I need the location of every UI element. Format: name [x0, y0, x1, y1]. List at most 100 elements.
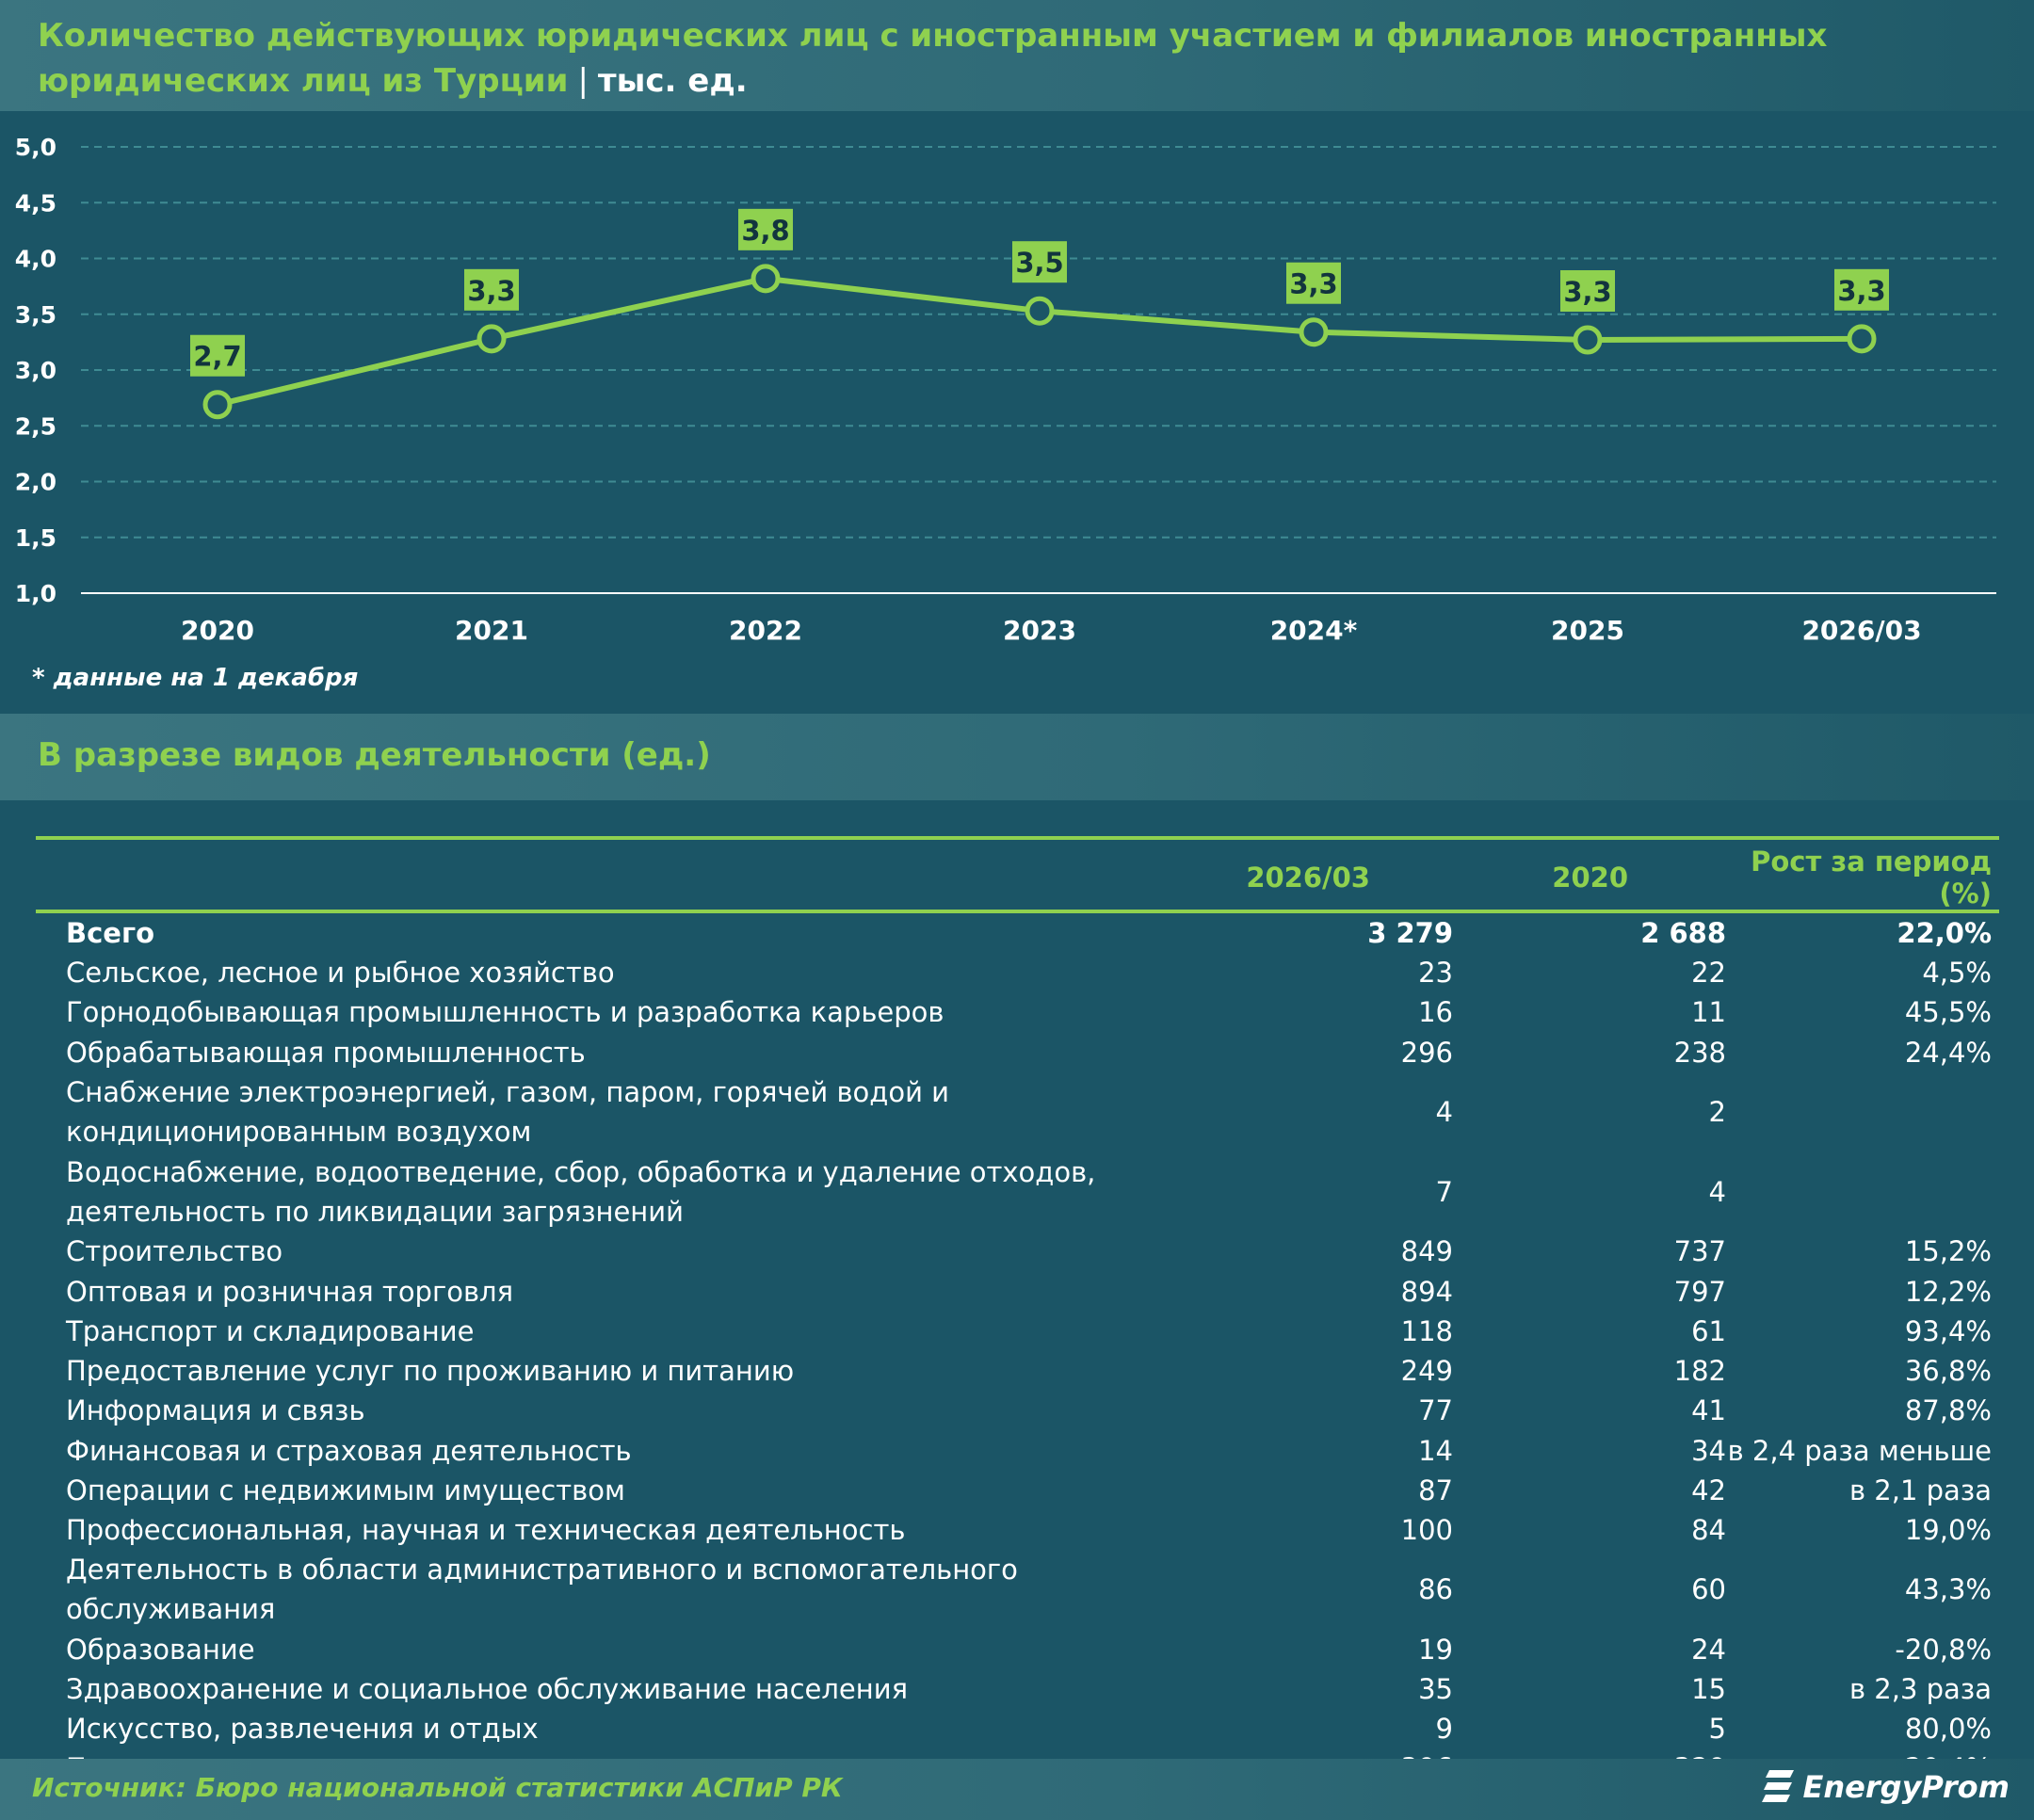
table-body: Всего 3 279 2 688 22,0% Сельское, лесное и р… [36, 911, 1999, 1789]
chart-title: Количество действующих юридических лиц с… [38, 17, 1828, 100]
value-2020-cell: 42 [1691, 1474, 1726, 1506]
value-2020-cell: 11 [1691, 996, 1726, 1029]
value-2020-cell: 22 [1691, 957, 1726, 990]
line-chart: 1,0 1,5 2,0 2,5 3,0 3,5 4,0 4,5 5,0 2020 2021 2022 2… [0, 111, 2034, 714]
data-label: 3,8 [741, 215, 789, 247]
table-row: Строительство 849 737 15,2% [36, 1232, 1999, 1271]
y-tick-label: 4,0 [15, 246, 56, 273]
data-label: 3,5 [1015, 247, 1063, 279]
growth-cell: 36,8% [1904, 1355, 1992, 1388]
x-tick-label: 2021 [455, 615, 528, 646]
energyprom-logo-icon [1761, 1770, 1794, 1802]
chart-unit: тыс. ед. [597, 62, 748, 100]
x-tick-label: 2023 [1003, 615, 1076, 646]
table-row: Образование 19 24 -20,8% [36, 1629, 1999, 1668]
line-chart-svg: 1,0 1,5 2,0 2,5 3,0 3,5 4,0 4,5 5,0 2020 2021 2022 2… [15, 134, 1996, 646]
table-header-row: 2026/03 2020 Рост за период (%) [36, 838, 1999, 911]
table-row: Снабжение электроэнергией, газом, паром,… [36, 1072, 1999, 1152]
value-2020-cell: 2 [1708, 1096, 1726, 1129]
value-2026-cell: 296 [1400, 1036, 1453, 1069]
activity-name-cell: Искусство, развлечения и отдых [66, 1713, 539, 1746]
y-tick-label: 1,5 [15, 524, 56, 552]
table-row: Сельское, лесное и рыбное хозяйство 23 22 4… [36, 953, 1999, 992]
growth-cell: 93,4% [1904, 1314, 1992, 1347]
x-tick-label: 2025 [1551, 615, 1624, 646]
brand-logo: EnergyProm [1761, 1768, 2010, 1806]
value-2026-cell: 14 [1418, 1434, 1453, 1467]
table-row: Обрабатывающая промышленность 296 238 24,4% [36, 1033, 1999, 1072]
activity-name-cell: Всего [66, 917, 155, 949]
data-label-box [1286, 262, 1341, 304]
table-row: Финансовая и страховая деятельность 14 34 в… [36, 1431, 1999, 1471]
activity-name-cell: Обрабатывающая промышленность [66, 1036, 586, 1069]
growth-cell [1726, 1152, 1999, 1232]
activity-name-cell: Деятельность в области административного… [66, 1554, 1018, 1626]
growth-cell: 22,0% [1897, 917, 1992, 949]
value-2020-cell: 60 [1691, 1573, 1726, 1606]
table-row-total: Всего 3 279 2 688 22,0% [36, 911, 1999, 953]
data-point [476, 324, 507, 354]
chart-footnote: * данные на 1 декабря [32, 664, 359, 692]
growth-cell: 24,4% [1904, 1036, 1992, 1069]
growth-cell: 87,8% [1904, 1394, 1992, 1427]
value-2026-cell: 23 [1418, 957, 1453, 990]
data-point [1847, 324, 1877, 354]
data-point [1573, 325, 1603, 355]
data-label: 3,3 [1563, 276, 1611, 308]
table-row: Горнодобывающая промышленность и разрабо… [36, 992, 1999, 1032]
activity-name-cell: Предоставление услуг по проживанию и пит… [66, 1355, 795, 1388]
value-2026-cell: 35 [1418, 1672, 1453, 1705]
growth-cell: 80,0% [1904, 1713, 1992, 1746]
source-note: Источник: Бюро национальной статистики А… [32, 1772, 843, 1803]
y-tick-label: 3,5 [15, 301, 56, 329]
table-row: Профессиональная, научная и техническая … [36, 1510, 1999, 1550]
value-2026-cell: 3 279 [1367, 917, 1453, 949]
value-2020-cell: 4 [1708, 1175, 1726, 1208]
table-row: Операции с недвижимым имуществом 87 42 в 2,… [36, 1471, 1999, 1510]
growth-cell: 15,2% [1904, 1235, 1992, 1268]
activity-table-container: 2026/03 2020 Рост за период (%) Всего 3 2… [36, 836, 1999, 1789]
table-row: Здравоохранение и социальное обслуживани… [36, 1669, 1999, 1709]
column-header-activity [36, 838, 1170, 911]
table-row: Транспорт и складирование 118 61 93,4% [36, 1312, 1999, 1351]
growth-cell: 4,5% [1922, 957, 1992, 990]
value-2026-cell: 849 [1400, 1235, 1453, 1268]
y-tick-label: 2,0 [15, 469, 56, 496]
growth-cell: в 2,4 раза меньше [1727, 1434, 1992, 1467]
data-point [1025, 296, 1055, 326]
value-2020-cell: 238 [1673, 1036, 1726, 1069]
section-title: В разрезе видов деятельности (ед.) [0, 714, 2034, 800]
growth-cell: в 2,1 раза [1848, 1474, 1992, 1506]
value-2020-cell: 41 [1691, 1394, 1726, 1427]
value-2020-cell: 15 [1691, 1672, 1726, 1705]
activity-name-cell: Операции с недвижимым имуществом [66, 1474, 625, 1506]
data-point [1299, 317, 1329, 347]
value-2026-cell: 118 [1400, 1314, 1453, 1347]
data-point [751, 264, 781, 294]
value-2026-cell: 86 [1418, 1573, 1453, 1606]
data-label-box [738, 208, 793, 250]
activity-name-cell: Сельское, лесное и рыбное хозяйство [66, 957, 615, 990]
value-2026-cell: 19 [1418, 1633, 1453, 1666]
table-row: Предоставление услуг по проживанию и пит… [36, 1351, 1999, 1391]
activity-name-cell: Транспорт и складирование [66, 1314, 475, 1347]
table-row: Оптовая и розничная торговля 894 797 12,2% [36, 1271, 1999, 1311]
column-header-growth: Рост за период (%) [1751, 846, 1992, 910]
y-tick-label: 5,0 [15, 134, 56, 161]
growth-cell [1726, 1072, 1999, 1152]
table-row: Водоснабжение, водоотведение, сбор, обра… [36, 1152, 1999, 1232]
value-2026-cell: 9 [1435, 1713, 1453, 1746]
data-label-box [1560, 270, 1615, 313]
x-tick-label: 2024* [1270, 615, 1358, 646]
y-tick-label: 4,5 [15, 189, 56, 217]
value-2026-cell: 4 [1435, 1096, 1453, 1129]
data-label: 3,3 [1837, 275, 1885, 307]
data-label: 2,7 [193, 341, 241, 373]
value-2026-cell: 249 [1400, 1355, 1453, 1388]
value-2020-cell: 5 [1708, 1713, 1726, 1746]
growth-cell: -20,8% [1895, 1633, 1992, 1666]
table-row: Деятельность в области административного… [36, 1550, 1999, 1629]
activity-name-cell: Снабжение электроэнергией, газом, паром,… [66, 1076, 949, 1149]
activity-name-cell: Здравоохранение и социальное обслуживани… [66, 1672, 909, 1705]
growth-cell: 19,0% [1904, 1514, 1992, 1547]
